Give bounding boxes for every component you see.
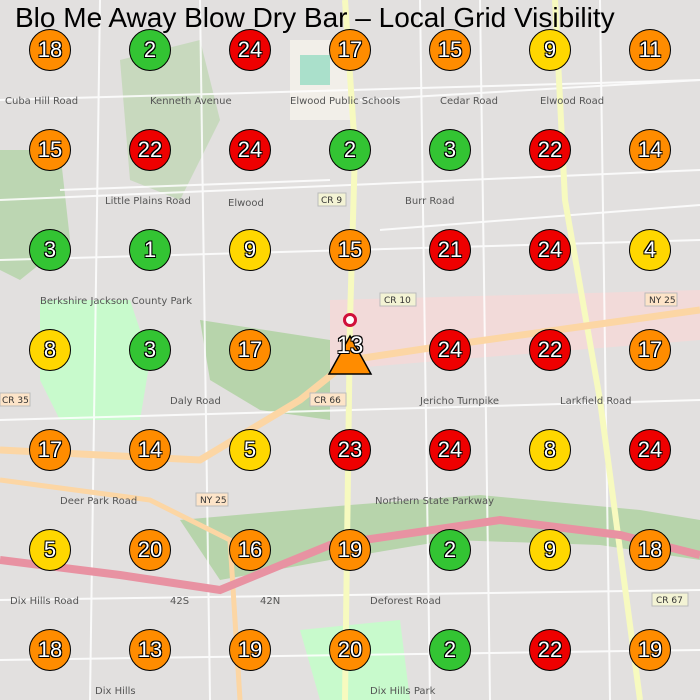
rank-marker[interactable]: 16 bbox=[229, 529, 271, 571]
rank-marker[interactable]: 24 bbox=[529, 229, 571, 271]
label-dix-hills: Dix Hills bbox=[95, 686, 136, 697]
rank-marker[interactable]: 22 bbox=[129, 129, 171, 171]
rank-marker[interactable]: 2 bbox=[129, 29, 171, 71]
rank-marker[interactable]: 22 bbox=[529, 329, 571, 371]
rank-marker[interactable]: 19 bbox=[629, 629, 671, 671]
label-jericho-turnpike: Jericho Turnpike bbox=[419, 396, 499, 407]
rank-marker[interactable]: 15 bbox=[29, 129, 71, 171]
label-cedar-road: Cedar Road bbox=[440, 96, 498, 107]
map-pin-icon[interactable] bbox=[343, 313, 357, 327]
rank-marker[interactable]: 20 bbox=[129, 529, 171, 571]
label-cuba-hill-road: Cuba Hill Road bbox=[5, 96, 78, 107]
rank-marker[interactable]: 24 bbox=[429, 329, 471, 371]
rank-marker[interactable]: 24 bbox=[229, 29, 271, 71]
school-field bbox=[300, 55, 330, 85]
label-larkfield-road: Larkfield Road bbox=[560, 396, 631, 407]
rank-marker[interactable]: 23 bbox=[329, 429, 371, 471]
page-title: Blo Me Away Blow Dry Bar – Local Grid Vi… bbox=[15, 2, 615, 33]
label-burr-road: Burr Road bbox=[405, 196, 455, 207]
rank-marker[interactable]: 3 bbox=[429, 129, 471, 171]
rank-marker[interactable]: 19 bbox=[329, 529, 371, 571]
label-berkshire-park: Berkshire Jackson County Park bbox=[40, 296, 192, 307]
label-elwood-schools: Elwood Public Schools bbox=[290, 96, 400, 107]
label-ny25-west: NY 25 bbox=[200, 496, 227, 506]
rank-marker[interactable]: 15 bbox=[329, 229, 371, 271]
label-cr66: CR 66 bbox=[314, 396, 341, 406]
label-cr67: CR 67 bbox=[656, 596, 683, 606]
label-elwood: Elwood bbox=[228, 198, 264, 209]
rank-marker[interactable]: 14 bbox=[629, 129, 671, 171]
business-rank-marker[interactable]: 13 bbox=[327, 332, 373, 376]
label-cr10: CR 10 bbox=[384, 296, 411, 306]
rank-value: 13 bbox=[336, 332, 364, 359]
rank-marker[interactable]: 13 bbox=[129, 629, 171, 671]
rank-marker[interactable]: 21 bbox=[429, 229, 471, 271]
deer-park-road bbox=[0, 477, 243, 700]
rank-marker[interactable]: 3 bbox=[129, 329, 171, 371]
label-cr9: CR 9 bbox=[321, 196, 342, 206]
rank-marker[interactable]: 17 bbox=[229, 329, 271, 371]
rank-marker[interactable]: 5 bbox=[229, 429, 271, 471]
label-42s: 42S bbox=[170, 596, 189, 607]
rank-marker[interactable]: 1 bbox=[129, 229, 171, 271]
label-daly-road: Daly Road bbox=[170, 396, 221, 407]
rank-marker[interactable]: 14 bbox=[129, 429, 171, 471]
rank-marker[interactable]: 9 bbox=[229, 229, 271, 271]
rank-marker[interactable]: 18 bbox=[29, 629, 71, 671]
label-dix-hills-road: Dix Hills Road bbox=[10, 596, 79, 607]
rank-marker[interactable]: 11 bbox=[629, 29, 671, 71]
label-deer-park-road: Deer Park Road bbox=[60, 496, 137, 507]
rank-marker[interactable]: 18 bbox=[29, 29, 71, 71]
rank-marker[interactable]: 17 bbox=[29, 429, 71, 471]
label-dix-hills-park: Dix Hills Park bbox=[370, 686, 436, 697]
rank-marker[interactable]: 8 bbox=[29, 329, 71, 371]
rank-marker[interactable]: 5 bbox=[29, 529, 71, 571]
rank-marker[interactable]: 17 bbox=[629, 329, 671, 371]
rank-marker[interactable]: 4 bbox=[629, 229, 671, 271]
rank-marker[interactable]: 2 bbox=[429, 629, 471, 671]
label-cr35: CR 35 bbox=[2, 396, 29, 406]
rank-marker[interactable]: 2 bbox=[329, 129, 371, 171]
rank-marker[interactable]: 24 bbox=[629, 429, 671, 471]
rank-marker[interactable]: 2 bbox=[429, 529, 471, 571]
rank-marker[interactable]: 22 bbox=[529, 629, 571, 671]
rank-marker[interactable]: 18 bbox=[629, 529, 671, 571]
larkfield-road bbox=[552, 0, 643, 700]
rank-marker[interactable]: 20 bbox=[329, 629, 371, 671]
rank-marker[interactable]: 8 bbox=[529, 429, 571, 471]
label-northern-state-parkway: Northern State Parkway bbox=[375, 496, 494, 507]
label-elwood-road: Elwood Road bbox=[540, 96, 604, 107]
rank-marker[interactable]: 19 bbox=[229, 629, 271, 671]
rank-marker[interactable]: 9 bbox=[529, 529, 571, 571]
rank-marker[interactable]: 3 bbox=[29, 229, 71, 271]
label-kenneth-avenue: Kenneth Avenue bbox=[150, 96, 232, 107]
label-little-plains-road: Little Plains Road bbox=[105, 196, 191, 207]
label-42n: 42N bbox=[260, 596, 280, 607]
rank-marker[interactable]: 9 bbox=[529, 29, 571, 71]
rank-marker[interactable]: 15 bbox=[429, 29, 471, 71]
rank-marker[interactable]: 24 bbox=[429, 429, 471, 471]
label-deforest-road: Deforest Road bbox=[370, 596, 441, 607]
rank-marker[interactable]: 22 bbox=[529, 129, 571, 171]
rank-marker[interactable]: 17 bbox=[329, 29, 371, 71]
label-ny25-east: NY 25 bbox=[649, 296, 676, 306]
rank-marker[interactable]: 24 bbox=[229, 129, 271, 171]
